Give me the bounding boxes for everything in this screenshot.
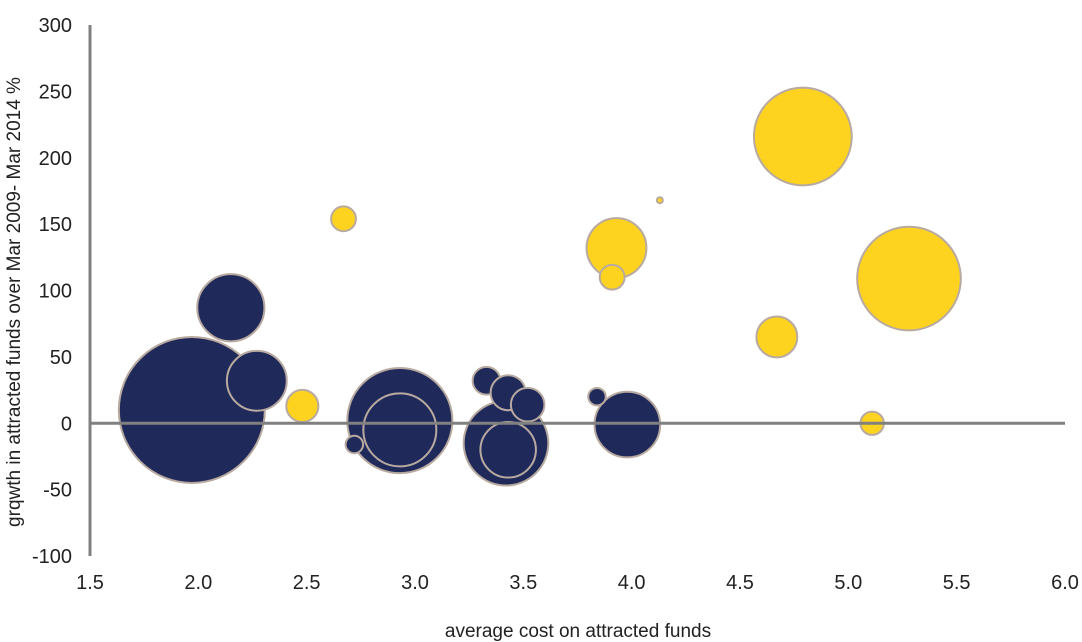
bubble-yellow-0 [752,86,853,187]
y-tick-label: 100 [39,281,72,303]
x-tick-label: 1.5 [76,572,104,594]
bubble-yellow-8 [655,196,664,205]
y-tick-label: 200 [39,148,72,170]
x-tick-label: 4.5 [726,572,754,594]
bubble-yellow-5 [285,388,320,424]
x-tick-label: 2.0 [184,572,212,594]
bubbles-layer [117,86,962,487]
x-tick-label: 3.0 [401,572,429,594]
bubble-yellow-4 [755,315,799,359]
x-tick-label: 5.5 [943,572,971,594]
x-tick-label: 3.5 [509,572,537,594]
bubble-yellow-3 [598,263,626,291]
x-tick-label: 6.0 [1051,572,1079,594]
x-tick-label: 5.0 [834,572,862,594]
bubble-yellow-1 [856,225,962,332]
bubble-navy-12 [344,434,365,455]
y-axis-title: grqwth in attracted funds over Mar 2009-… [4,77,25,527]
bubble-navy-7 [479,421,537,479]
x-tick-label: 2.5 [293,572,321,594]
y-tick-label: -50 [43,480,72,502]
y-tick-label: 300 [39,15,72,37]
bubble-navy-4 [196,273,266,343]
axes-layer [88,25,1065,556]
bubble-navy-6 [362,392,438,468]
y-tick-label: 50 [50,347,72,369]
x-tick-label: 4.0 [618,572,646,594]
y-tick-label: 0 [61,413,72,435]
bubble-navy-10 [509,386,546,423]
ticks-layer: 1.5 2.0 2.5 3.0 3.5 4.0 4.5 5.0 5.5 6.0 300 250 200 1… [32,15,1079,594]
y-tick-label: 250 [39,81,72,103]
x-axis-title: average cost on attracted funds [445,621,711,642]
bubble-navy-11 [587,386,607,407]
bubble-navy-5 [225,349,288,412]
y-tick-label: 150 [39,214,72,236]
y-tick-label: -100 [32,546,72,568]
bubble-yellow-6 [330,205,357,233]
